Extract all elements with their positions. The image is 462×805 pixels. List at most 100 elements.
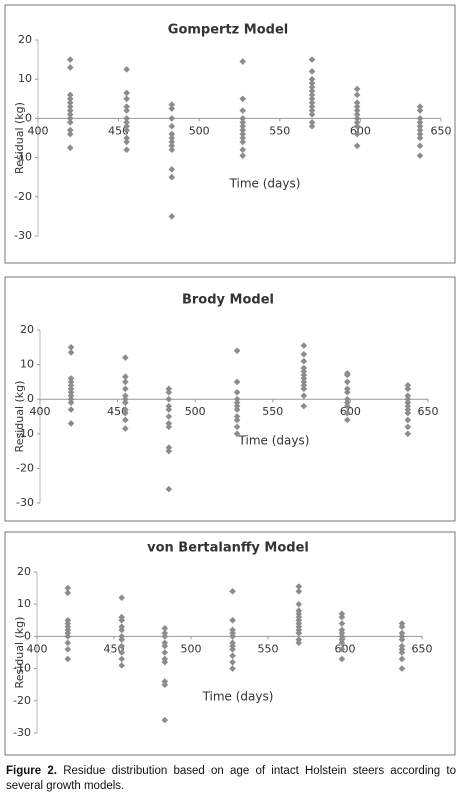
point <box>300 382 308 389</box>
point <box>122 378 129 386</box>
point <box>343 385 351 393</box>
point <box>308 83 316 91</box>
point <box>416 126 424 134</box>
point <box>308 119 316 126</box>
point <box>118 655 125 663</box>
point <box>122 373 129 381</box>
point <box>168 146 176 154</box>
point <box>338 613 346 621</box>
point <box>165 395 173 403</box>
point <box>308 56 316 63</box>
point <box>123 122 130 130</box>
point <box>165 447 173 455</box>
point <box>64 589 72 597</box>
point <box>165 388 173 396</box>
point <box>165 402 173 410</box>
y-tick-label: 10 <box>20 358 34 371</box>
caption: Figure 2. Residue distribution based on … <box>6 764 456 794</box>
point <box>67 420 75 427</box>
point <box>64 645 72 653</box>
y-tick-label: -20 <box>13 694 31 707</box>
point <box>416 107 424 114</box>
point <box>300 357 308 365</box>
point <box>229 588 236 595</box>
y-axis-label: Residual (kg) <box>13 617 26 689</box>
point <box>353 85 361 93</box>
point <box>338 620 346 627</box>
point <box>67 382 75 389</box>
point <box>161 649 169 656</box>
point <box>233 423 241 431</box>
chart-title: Gompertz Model <box>168 23 288 38</box>
point <box>353 91 361 99</box>
point <box>122 406 129 413</box>
point <box>122 409 129 417</box>
point <box>239 95 247 103</box>
point <box>168 142 176 150</box>
point <box>165 485 173 493</box>
point <box>353 130 361 138</box>
point <box>168 138 176 146</box>
x-tick-label: 500 <box>185 405 206 418</box>
point <box>239 134 247 142</box>
chart-title: von Bertalanffy Model <box>147 541 309 556</box>
point <box>295 583 303 590</box>
point <box>239 115 247 122</box>
point <box>66 119 74 126</box>
y-tick-label: 20 <box>18 33 32 46</box>
point <box>123 89 130 97</box>
point <box>300 368 308 375</box>
caption-text: Residue distribution based on age of int… <box>6 765 456 792</box>
point <box>168 101 176 108</box>
point <box>66 56 74 63</box>
point <box>161 625 169 632</box>
point <box>229 652 236 660</box>
point <box>239 152 247 159</box>
y-tick-label: -30 <box>14 229 32 242</box>
point <box>122 354 129 361</box>
point <box>66 91 74 99</box>
point <box>353 99 361 107</box>
y-tick-label: -20 <box>14 190 32 203</box>
point <box>239 146 247 154</box>
point <box>353 119 361 126</box>
point <box>161 633 169 640</box>
point <box>67 399 75 406</box>
point <box>404 430 412 438</box>
point <box>398 665 406 672</box>
point <box>353 107 361 114</box>
y-tick-label: -10 <box>14 151 32 164</box>
point <box>123 119 130 126</box>
point <box>353 111 361 118</box>
point <box>295 588 303 595</box>
point <box>308 95 316 103</box>
point <box>353 122 361 130</box>
point <box>343 416 351 424</box>
point <box>67 388 75 396</box>
point <box>168 173 176 181</box>
point <box>233 399 241 406</box>
point <box>123 146 130 154</box>
x-tick-label: 500 <box>181 642 202 655</box>
y-tick-label: 10 <box>18 72 32 85</box>
y-tick-label: 0 <box>27 392 34 405</box>
panel-border <box>4 276 456 522</box>
point <box>300 375 308 382</box>
point <box>168 130 176 138</box>
point <box>64 584 72 592</box>
point <box>404 399 412 406</box>
point <box>66 130 74 138</box>
point <box>165 423 173 431</box>
point <box>67 349 75 356</box>
point <box>123 107 130 114</box>
point <box>239 58 247 65</box>
point <box>233 416 241 424</box>
point <box>398 623 406 631</box>
point <box>67 392 75 400</box>
point <box>239 138 247 146</box>
x-tick-label: 550 <box>262 405 283 418</box>
point <box>118 617 125 624</box>
point <box>343 388 351 396</box>
point <box>64 639 72 647</box>
point <box>67 375 75 382</box>
